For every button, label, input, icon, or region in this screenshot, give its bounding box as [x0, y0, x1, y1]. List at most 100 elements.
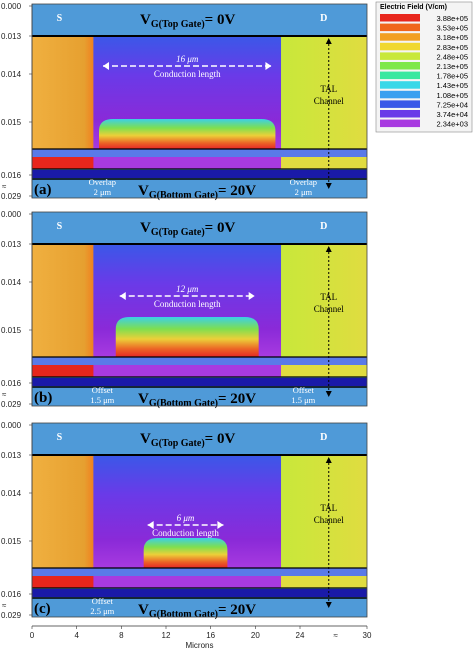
bottom-gate-label: VG(Bottom Gate)= 20V — [138, 391, 256, 409]
drain-label: D — [320, 13, 327, 24]
x-tick-label: 12 — [162, 631, 171, 640]
x-tick-label: 24 — [296, 631, 305, 640]
legend-value: 1.78e+05 — [437, 72, 469, 81]
panel-frame — [31, 211, 368, 407]
top-gate-label: VG(Top Gate)= 0V — [140, 220, 235, 238]
y-tick-label: 0.029 — [1, 611, 22, 620]
drain-region — [281, 455, 367, 588]
y-tick-label: 0.029 — [1, 192, 22, 201]
y-break-symbol: ≈ — [2, 390, 7, 399]
legend-swatch — [380, 90, 420, 99]
legend-swatch — [380, 62, 420, 70]
conduction-length-value: 6 μm — [177, 513, 195, 523]
source-region — [32, 36, 94, 169]
bottom-gate-label: VG(Bottom Gate)= 20V — [138, 183, 256, 201]
legend-value: 7.25e+04 — [437, 100, 469, 109]
tal-layer — [32, 357, 367, 365]
legend-value: 3.53e+05 — [437, 24, 469, 33]
x-tick-label: 8 — [119, 631, 124, 640]
left-note-value: 2 μm — [94, 187, 112, 197]
high-field-region — [115, 317, 259, 357]
left-note-title: Overlap — [89, 177, 116, 187]
y-tick-label: 0.000 — [1, 210, 22, 219]
bottom-gate-label: VG(Bottom Gate)= 20V — [138, 602, 256, 620]
y-tick-label: 0.029 — [1, 400, 22, 409]
y-tick-label: 0.013 — [1, 451, 22, 460]
channel-label: Channel — [314, 515, 344, 525]
conduction-length-label: Conduction length — [154, 69, 221, 79]
source-region — [32, 455, 94, 588]
bottom-tal-band — [32, 170, 367, 178]
x-break-symbol: ≈ — [334, 631, 339, 640]
right-note-value: 1.5 μm — [291, 395, 315, 405]
top-gate-label: VG(Top Gate)= 0V — [140, 431, 235, 449]
legend-value: 1.43e+05 — [437, 81, 469, 90]
conduction-length-value: 16 μm — [176, 54, 199, 64]
drain-label: D — [320, 221, 327, 232]
y-tick-label: 0.015 — [1, 118, 22, 127]
bottom-tal-band — [32, 589, 367, 597]
x-axis: 0 4 8 12 16 20 24 30 ≈ Microns — [30, 625, 372, 650]
conduction-length-label: Conduction length — [154, 299, 221, 309]
source-label: S — [57, 432, 63, 443]
x-axis-label: Microns — [185, 641, 213, 650]
legend-swatch — [380, 52, 420, 60]
legend-swatch — [380, 14, 420, 22]
source-region — [32, 244, 94, 377]
legend-value: 2.83e+05 — [437, 43, 469, 52]
y-tick-label: 0.016 — [1, 590, 22, 599]
left-note-value: 1.5 μm — [90, 395, 114, 405]
legend-swatch — [380, 100, 420, 108]
y-tick-label: 0.000 — [1, 421, 22, 430]
high-field-region — [99, 119, 276, 149]
legend-value: 3.74e+04 — [437, 110, 469, 119]
tal-layer — [32, 149, 367, 157]
tal-label: TAL — [320, 84, 337, 94]
legend-value: 2.13e+05 — [437, 62, 469, 71]
tal-label: TAL — [320, 503, 337, 513]
y-tick-label: 0.013 — [1, 240, 22, 249]
x-tick-label: 4 — [74, 631, 79, 640]
panel-letter: (c) — [34, 601, 51, 617]
drain-region — [281, 244, 367, 377]
legend-title: Electric Field (V/cm) — [380, 4, 447, 11]
legend-swatch — [380, 42, 420, 51]
left-note-title: Offset — [92, 596, 114, 606]
legend-value: 1.08e+05 — [437, 91, 469, 100]
panel-c: 0.000 0.013 0.014 0.015 0.016 0.029≈ S D VG(Top … — [1, 421, 368, 620]
right-note-value: 2 μm — [295, 187, 313, 197]
tal-label: TAL — [320, 292, 337, 302]
panel-letter: (b) — [34, 390, 52, 406]
legend-value: 3.18e+05 — [437, 33, 469, 42]
top-gate-label: VG(Top Gate)= 0V — [140, 12, 235, 30]
legend-swatch — [380, 71, 420, 80]
source-label: S — [57, 13, 63, 24]
legend-swatch — [380, 33, 420, 41]
y-tick-label: 0.015 — [1, 537, 22, 546]
legend-swatch — [380, 23, 420, 32]
panel-letter: (a) — [34, 182, 52, 198]
y-tick-label: 0.014 — [1, 70, 22, 79]
legend-swatch — [380, 110, 420, 118]
source-label: S — [57, 221, 63, 232]
conduction-length-label: Conduction length — [152, 528, 219, 538]
color-legend: Electric Field (V/cm) 3.88e+053.53e+053.… — [375, 1, 473, 133]
x-tick-label: 30 — [363, 631, 372, 640]
legend-value: 2.48e+05 — [437, 52, 469, 61]
x-tick-label: 16 — [206, 631, 215, 640]
panel-frame — [31, 422, 368, 618]
legend-value: 2.34e+03 — [437, 120, 469, 129]
y-tick-label: 0.016 — [1, 171, 22, 180]
channel-label: Channel — [314, 96, 344, 106]
x-tick-label: 0 — [30, 631, 35, 640]
y-tick-label: 0.000 — [1, 2, 22, 11]
y-tick-label: 0.014 — [1, 489, 22, 498]
left-note-title: Offset — [92, 385, 114, 395]
y-tick-label: 0.015 — [1, 326, 22, 335]
y-tick-label: 0.013 — [1, 32, 22, 41]
y-tick-label: 0.016 — [1, 379, 22, 388]
high-field-region — [143, 538, 228, 568]
legend-swatch — [380, 119, 420, 128]
bottom-tal-band — [32, 378, 367, 386]
